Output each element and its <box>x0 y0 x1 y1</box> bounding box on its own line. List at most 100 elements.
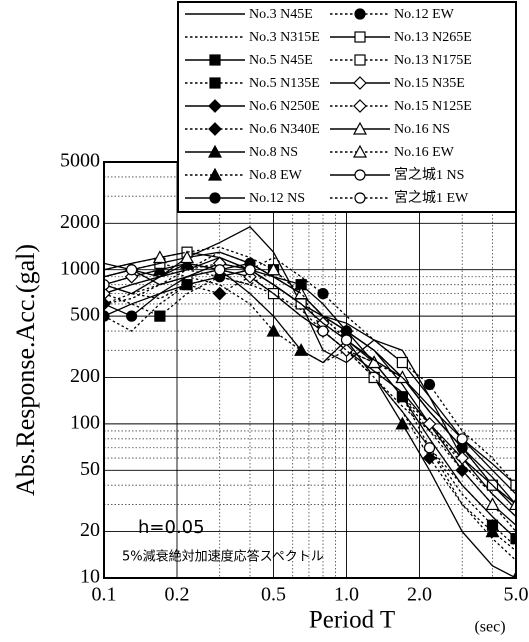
legend-label: No.8 EW <box>249 168 303 183</box>
marker <box>340 334 353 346</box>
y-tick-label: 5000 <box>60 150 100 172</box>
marker <box>126 264 138 276</box>
marker <box>104 310 110 322</box>
legend-marker <box>353 76 367 90</box>
legend-marker <box>354 54 366 66</box>
marker <box>294 343 309 356</box>
marker <box>423 378 436 391</box>
x-tick-label: 0.1 <box>92 584 117 606</box>
series-line <box>104 251 516 505</box>
legend-label: No.5 N45E <box>249 53 313 68</box>
x-axis-label: Period T <box>309 607 395 634</box>
annotation: h=0.05 <box>138 517 205 538</box>
marker <box>396 356 408 369</box>
legend-label: 宮之城1 NS <box>394 167 464 183</box>
legend-marker <box>354 8 366 20</box>
legend-label: No.15 N125E <box>394 99 472 114</box>
legend-marker <box>208 99 222 113</box>
series-line <box>104 262 516 505</box>
marker <box>212 286 227 301</box>
series-line <box>104 251 516 505</box>
marker <box>152 250 167 264</box>
y-tick-label: 100 <box>70 411 100 433</box>
marker <box>317 288 329 300</box>
legend-label: 宮之城1 EW <box>394 190 469 206</box>
series-line <box>104 262 516 518</box>
marker <box>510 479 516 491</box>
legend-label: No.6 N250E <box>249 99 320 114</box>
series-line <box>104 256 516 495</box>
series-line <box>104 262 516 505</box>
marker <box>181 279 193 291</box>
marker <box>266 323 281 337</box>
series-line <box>104 269 516 540</box>
legend-marker <box>209 192 221 204</box>
legend-marker <box>352 121 368 135</box>
marker <box>104 286 111 301</box>
series-line <box>104 256 516 486</box>
legend-label: No.13 N265E <box>394 30 472 45</box>
legend-marker <box>354 192 366 204</box>
legend-label: No.13 N175E <box>394 53 472 68</box>
legend-marker <box>352 144 368 158</box>
y-tick-label: 1000 <box>60 257 100 279</box>
marker <box>180 250 195 264</box>
legend-marker <box>207 167 223 181</box>
x-tick-label: 0.5 <box>261 584 286 606</box>
legend-label: No.3 N45E <box>249 7 313 22</box>
marker <box>154 310 166 322</box>
y-tick-label: 20 <box>80 519 100 541</box>
legend: No.3 N45E No.3 N315E No.5 N45E No.5 N135E No… <box>177 1 517 213</box>
series-line <box>104 268 516 548</box>
y-tick-label: 200 <box>70 365 100 387</box>
legend-label: No.3 N315E <box>249 30 320 45</box>
legend-marker <box>209 54 221 66</box>
legend-label: No.16 EW <box>394 145 455 160</box>
x-tick-label: 2.0 <box>407 584 432 606</box>
marker <box>104 297 111 311</box>
legend-marker <box>353 99 367 113</box>
legend-marker <box>207 144 223 158</box>
plot <box>104 225 516 578</box>
legend-label: No.16 NS <box>394 122 450 137</box>
marker <box>510 533 516 545</box>
x-tick-label: 1.0 <box>334 584 359 606</box>
marker <box>422 451 437 465</box>
y-tick-label: 10 <box>80 566 100 588</box>
marker <box>508 497 516 511</box>
legend-label: No.8 NS <box>249 145 298 160</box>
marker <box>266 262 281 276</box>
marker <box>395 416 410 430</box>
legend-label: No.6 N340E <box>249 122 320 137</box>
marker <box>456 433 468 445</box>
marker <box>485 497 500 511</box>
x-tick-label: 0.2 <box>164 584 189 606</box>
marker <box>244 264 256 276</box>
legend-marker <box>209 77 221 89</box>
series-line <box>104 269 516 540</box>
legend-label: No.5 N135E <box>249 76 320 91</box>
marker <box>214 264 226 276</box>
legend-marker <box>354 169 366 181</box>
marker <box>317 325 329 337</box>
legend-marker <box>208 122 222 136</box>
legend-label: No.12 NS <box>249 191 305 206</box>
y-axis-label: Abs.Response.Acc.(gal) <box>11 244 40 496</box>
marker <box>423 442 436 454</box>
marker <box>485 524 500 538</box>
y-tick-label: 50 <box>80 458 100 480</box>
annotation: 5%減衰絶対加速度応答スペクトル <box>122 549 324 565</box>
legend-label: No.15 N35E <box>394 76 465 91</box>
marker <box>104 279 110 291</box>
legend-label: No.12 EW <box>394 7 455 22</box>
x-tick-label: 5.0 <box>504 584 529 606</box>
x-axis-unit: (sec) <box>474 619 505 636</box>
y-tick-label: 500 <box>70 304 100 326</box>
series-line <box>104 262 516 510</box>
marker <box>126 310 138 322</box>
y-tick-label: 2000 <box>60 211 100 233</box>
legend-marker <box>354 31 366 43</box>
marker <box>339 343 354 358</box>
series-line <box>104 246 516 533</box>
